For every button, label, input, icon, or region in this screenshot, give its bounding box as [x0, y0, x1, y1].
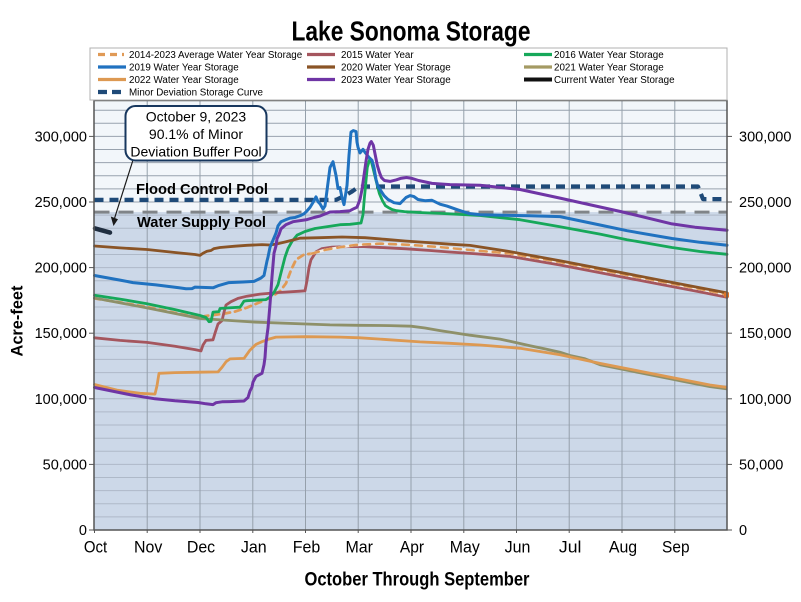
svg-text:Sep: Sep — [662, 539, 690, 557]
svg-text:Jul: Jul — [559, 539, 582, 557]
svg-text:300,000: 300,000 — [35, 129, 87, 145]
svg-text:250,000: 250,000 — [739, 195, 791, 211]
svg-text:Oct: Oct — [84, 539, 108, 557]
svg-text:Nov: Nov — [134, 539, 163, 557]
svg-text:Acre-feet: Acre-feet — [9, 285, 27, 356]
svg-text:2015 Water Year: 2015 Water Year — [341, 50, 414, 61]
svg-text:2022 Water Year Storage: 2022 Water Year Storage — [129, 75, 239, 86]
svg-text:Aug: Aug — [609, 539, 637, 557]
svg-text:Deviation Buffer Pool: Deviation Buffer Pool — [130, 144, 261, 160]
svg-text:200,000: 200,000 — [739, 261, 791, 277]
svg-text:Feb: Feb — [293, 539, 321, 557]
svg-text:0: 0 — [739, 523, 747, 539]
svg-text:Mar: Mar — [345, 539, 373, 557]
svg-text:October 9, 2023: October 9, 2023 — [146, 109, 247, 125]
svg-text:May: May — [450, 539, 481, 557]
svg-text:Water Supply Pool: Water Supply Pool — [137, 214, 266, 231]
svg-text:100,000: 100,000 — [35, 392, 87, 408]
svg-text:Flood Control Pool: Flood Control Pool — [136, 181, 268, 198]
svg-text:Jun: Jun — [505, 539, 531, 557]
svg-text:2020 Water Year Storage: 2020 Water Year Storage — [341, 63, 451, 74]
svg-text:Apr: Apr — [400, 539, 425, 557]
svg-text:200,000: 200,000 — [35, 261, 87, 277]
svg-text:Lake Sonoma Storage: Lake Sonoma Storage — [292, 16, 531, 47]
svg-text:2021 Water Year Storage: 2021 Water Year Storage — [554, 63, 664, 74]
svg-text:250,000: 250,000 — [35, 195, 87, 211]
svg-text:2019 Water Year Storage: 2019 Water Year Storage — [129, 63, 239, 74]
svg-text:90.1% of Minor: 90.1% of Minor — [149, 126, 243, 142]
svg-text:50,000: 50,000 — [739, 457, 783, 473]
svg-text:Jan: Jan — [241, 539, 267, 557]
svg-text:Current Water Year Storage: Current Water Year Storage — [554, 75, 675, 86]
svg-text:Minor Deviation Storage Curve: Minor Deviation Storage Curve — [129, 88, 264, 99]
svg-text:2023 Water Year Storage: 2023 Water Year Storage — [341, 75, 451, 86]
svg-text:Dec: Dec — [187, 539, 215, 557]
svg-text:150,000: 150,000 — [35, 326, 87, 342]
svg-text:2016 Water Year Storage: 2016 Water Year Storage — [554, 50, 664, 61]
svg-text:300,000: 300,000 — [739, 129, 791, 145]
svg-text:150,000: 150,000 — [739, 326, 791, 342]
svg-text:100,000: 100,000 — [739, 392, 791, 408]
svg-text:2014-2023 Average Water Year S: 2014-2023 Average Water Year Storage — [129, 50, 303, 61]
svg-text:0: 0 — [79, 523, 87, 539]
svg-text:October Through September: October Through September — [305, 570, 531, 591]
svg-text:50,000: 50,000 — [43, 457, 87, 473]
